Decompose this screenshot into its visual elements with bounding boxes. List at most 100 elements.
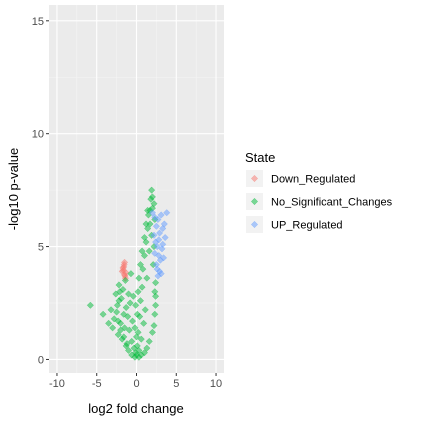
data-point-up-regulated <box>157 211 165 219</box>
data-point-no-significant-changes <box>105 319 113 327</box>
data-point-no-significant-changes <box>148 186 156 194</box>
data-point-no-significant-changes <box>150 322 158 330</box>
data-point-no-significant-changes <box>152 301 160 309</box>
data-point-no-significant-changes <box>134 288 142 296</box>
x-axis-title: log2 fold change <box>88 401 183 416</box>
data-point-up-regulated <box>157 270 165 278</box>
data-point-no-significant-changes <box>121 276 129 284</box>
data-point-no-significant-changes <box>117 326 125 334</box>
data-point-up-regulated <box>163 209 171 217</box>
data-point-no-significant-changes <box>138 283 146 291</box>
data-point-no-significant-changes <box>141 306 149 314</box>
data-point-no-significant-changes <box>140 349 149 357</box>
data-point-no-significant-changes <box>109 324 117 332</box>
legend-key-marker <box>250 174 259 183</box>
y-axis-ticks: 0 5 10 15 <box>32 16 49 366</box>
data-point-no-significant-changes <box>131 324 139 332</box>
data-point-no-significant-changes <box>148 193 156 201</box>
data-point-no-significant-changes <box>142 220 150 228</box>
data-point-no-significant-changes <box>132 333 141 341</box>
data-point-no-significant-changes <box>151 310 159 318</box>
data-points <box>86 186 171 361</box>
legend-key-marker <box>250 220 259 229</box>
data-point-no-significant-changes <box>114 317 122 325</box>
data-point-up-regulated <box>154 272 162 280</box>
data-point-no-significant-changes <box>128 337 136 345</box>
data-point-no-significant-changes <box>126 299 134 307</box>
data-point-no-significant-changes <box>139 265 147 273</box>
data-point-no-significant-changes <box>122 342 130 350</box>
data-point-no-significant-changes <box>136 261 145 269</box>
data-point-up-regulated <box>159 240 167 248</box>
data-point-no-significant-changes <box>145 247 153 255</box>
data-point-no-significant-changes <box>145 337 153 345</box>
data-point-no-significant-changes <box>120 333 128 341</box>
data-point-up-regulated <box>161 233 169 242</box>
data-point-up-regulated <box>150 231 158 239</box>
data-point-no-significant-changes <box>86 301 94 309</box>
data-point-no-significant-changes <box>152 292 160 300</box>
y-tick-label: 15 <box>32 16 44 28</box>
data-point-up-regulated <box>155 236 163 244</box>
data-point-up-regulated <box>153 243 161 251</box>
legend-key-marker <box>250 197 259 206</box>
y-tick-label: 0 <box>38 354 44 366</box>
data-point-no-significant-changes <box>140 252 149 260</box>
x-tick-label: -5 <box>92 378 102 390</box>
data-point-no-significant-changes <box>144 206 152 215</box>
data-point-no-significant-changes <box>124 313 132 321</box>
y-axis-title: -log10 p-value <box>6 148 21 230</box>
data-point-up-regulated <box>158 245 166 253</box>
y-tick-label: 5 <box>38 242 44 254</box>
data-point-no-significant-changes <box>135 346 143 354</box>
data-point-no-significant-changes <box>148 328 156 336</box>
data-point-no-significant-changes <box>150 200 158 208</box>
data-point-no-significant-changes <box>137 335 145 343</box>
data-point-no-significant-changes <box>143 274 151 282</box>
data-point-no-significant-changes <box>143 344 151 352</box>
data-point-no-significant-changes <box>135 274 143 282</box>
data-point-no-significant-changes <box>115 281 123 289</box>
data-point-no-significant-changes <box>133 310 141 318</box>
data-point-no-significant-changes <box>152 279 160 287</box>
legend: State Down_Regulated No_Significant_Chang… <box>245 150 393 233</box>
data-point-no-significant-changes <box>136 297 145 305</box>
legend-title: State <box>245 150 275 165</box>
x-axis-ticks: -10 -5 0 5 10 <box>49 373 222 390</box>
data-point-no-significant-changes <box>113 308 121 316</box>
data-point-no-significant-changes <box>128 317 137 325</box>
data-point-up-regulated <box>153 265 161 273</box>
data-point-no-significant-changes <box>124 290 133 298</box>
legend-label: Down_Regulated <box>271 174 355 186</box>
data-point-no-significant-changes <box>125 326 133 334</box>
data-point-no-significant-changes <box>107 306 115 314</box>
data-point-up-regulated <box>156 229 164 237</box>
data-point-no-significant-changes <box>121 324 129 332</box>
data-point-no-significant-changes <box>116 288 124 296</box>
data-point-up-regulated <box>154 215 162 224</box>
data-point-no-significant-changes <box>115 297 123 305</box>
data-point-no-significant-changes <box>129 292 137 300</box>
data-point-up-regulated <box>160 220 168 228</box>
data-point-down-regulated <box>119 264 127 272</box>
data-point-up-regulated <box>152 222 160 230</box>
data-point-up-regulated <box>148 209 156 217</box>
y-tick-label: 10 <box>32 129 44 141</box>
data-point-no-significant-changes <box>124 346 133 354</box>
data-point-no-significant-changes <box>99 310 107 318</box>
x-tick-label: -10 <box>49 378 65 390</box>
data-point-up-regulated <box>151 249 159 257</box>
data-point-no-significant-changes <box>138 247 146 255</box>
data-point-no-significant-changes <box>132 301 140 309</box>
data-point-up-regulated <box>159 254 168 262</box>
data-point-no-significant-changes <box>114 331 122 339</box>
x-tick-label: 10 <box>210 378 222 390</box>
data-point-no-significant-changes <box>128 351 136 359</box>
x-tick-label: 0 <box>133 378 139 390</box>
legend-label: No_Significant_Changes <box>271 197 393 209</box>
data-point-no-significant-changes <box>127 270 135 278</box>
legend-label: UP_Regulated <box>271 220 343 232</box>
x-tick-label: 5 <box>173 378 179 390</box>
data-point-no-significant-changes <box>122 303 130 312</box>
